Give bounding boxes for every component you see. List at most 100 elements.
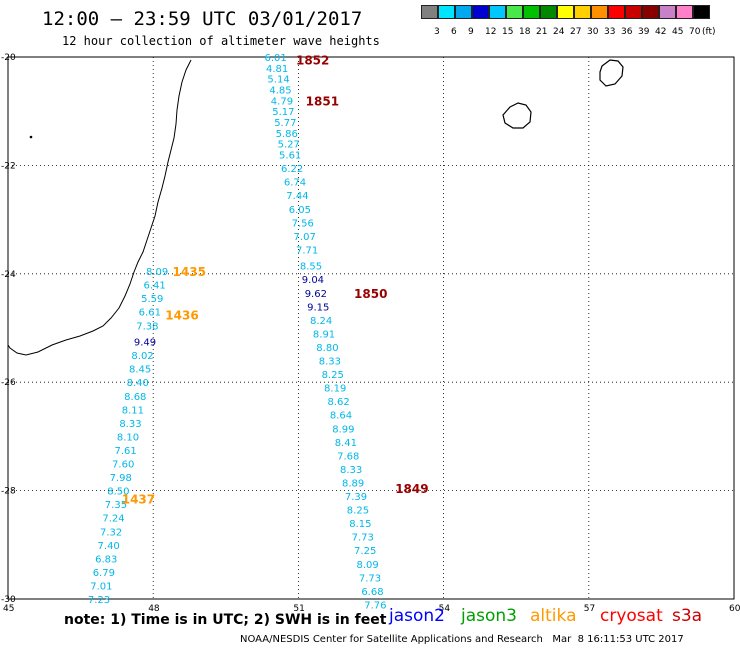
color-swatch: [693, 5, 710, 19]
orbit-number-label: 1850: [354, 287, 387, 301]
color-swatch: [557, 5, 574, 19]
swh-reading-east: 5.61: [279, 151, 301, 162]
swh-reading-east: 5.77: [274, 118, 296, 129]
swh-reading-east: 9.15: [307, 302, 329, 313]
coastline: [7, 59, 624, 356]
swh-reading-west: 8.40: [127, 378, 149, 389]
swh-reading-west: 9.49: [134, 338, 156, 349]
color-scale-label: 6: [451, 27, 457, 37]
swh-reading-east: 6.74: [284, 178, 306, 189]
swh-reading-west: 7.98: [110, 473, 132, 484]
color-scale-label: 70: [689, 27, 701, 37]
swh-reading-east: 8.33: [340, 465, 362, 476]
color-scale-unit: (ft): [702, 27, 716, 37]
color-swatch: [625, 5, 642, 19]
color-swatch: [591, 5, 608, 19]
color-swatch: [608, 5, 625, 19]
swh-reading-west: 8.10: [117, 432, 139, 443]
swh-reading-east: 8.89: [342, 478, 364, 489]
swh-reading-west: 7.35: [105, 500, 127, 511]
altimeter-tracks: 6.014.815.144.854.795.175.775.865.275.61…: [88, 53, 387, 611]
lat-lon-grid: [8, 57, 734, 599]
color-scale-label: 30: [587, 27, 599, 37]
legend-cryosat: cryosat: [600, 606, 663, 626]
color-scale-label: 18: [519, 27, 531, 37]
orbit-number-label: 1849: [395, 482, 428, 496]
swh-reading-east: 7.76: [364, 600, 386, 611]
swh-reading-east: 8.64: [330, 411, 352, 422]
mauritius-island: [599, 59, 624, 87]
swh-reading-east: 8.41: [335, 438, 357, 449]
credit-line: NOAA/NESDIS Center for Satellite Applica…: [240, 634, 684, 645]
swh-reading-west: 7.23: [88, 595, 110, 606]
swh-reading-east: 8.19: [324, 384, 346, 395]
swh-reading-east: 7.07: [294, 232, 316, 243]
color-swatch: [574, 5, 591, 19]
swh-reading-west: 8.11: [122, 405, 144, 416]
swh-reading-east: 6.05: [289, 205, 311, 216]
swh-reading-west: 6.83: [95, 554, 117, 565]
orbit-number-label: 1851: [306, 94, 339, 108]
swh-reading-east: 6.22: [281, 164, 303, 175]
map-title: 12:00 – 23:59 UTC 03/01/2017: [42, 8, 363, 30]
lat-tick-label: -22: [1, 161, 16, 171]
color-swatch: [642, 5, 659, 19]
color-scale-label: 24: [553, 27, 565, 37]
lat-tick-label: -26: [1, 378, 16, 388]
swh-reading-east: 8.99: [332, 424, 354, 435]
swh-reading-east: 8.25: [322, 370, 344, 381]
swh-reading-east: 8.09: [356, 560, 378, 571]
orbit-labels: 1852 1851 1435 1850 1436 1849 1437: [122, 54, 429, 507]
map-frame: [7, 56, 735, 600]
madagascar-coast: [7, 59, 192, 356]
swh-reading-west: 7.38: [136, 321, 158, 332]
swh-reading-west: 5.59: [141, 294, 163, 305]
color-swatch: [489, 5, 506, 19]
color-scale-label: 42: [655, 27, 667, 37]
color-scale-label: 39: [638, 27, 650, 37]
swh-reading-east: 8.55: [300, 262, 322, 273]
lat-tick-label: -28: [1, 487, 16, 497]
swh-reading-west: 6.79: [93, 568, 115, 579]
legend-jason3: jason3: [461, 606, 517, 626]
swh-reading-east: 7.56: [292, 218, 314, 229]
lat-tick-label: -24: [1, 270, 16, 280]
color-swatch: [455, 5, 472, 19]
swh-reading-west: 7.40: [98, 541, 120, 552]
color-swatch: [438, 5, 455, 19]
swh-reading-east: 8.24: [310, 316, 332, 327]
swh-reading-east: 7.44: [286, 191, 308, 202]
orbit-number-label: 1437: [122, 493, 155, 507]
swh-reading-east: 7.71: [296, 245, 318, 256]
color-scale-label: 12: [485, 27, 497, 37]
lon-tick-label: 45: [3, 604, 14, 614]
swh-reading-east: 6.01: [265, 53, 287, 64]
swh-reading-east: 7.73: [359, 573, 381, 584]
swh-reading-east: 4.79: [271, 96, 293, 107]
lon-tick-label: 54: [439, 604, 451, 614]
swh-reading-east: 5.17: [272, 107, 294, 118]
lon-tick-label: 60: [729, 604, 740, 614]
swh-reading-east: 7.39: [345, 492, 367, 503]
legend-altika: altika: [530, 606, 577, 626]
color-scale-label: 45: [672, 27, 684, 37]
swh-reading-east: 8.33: [319, 357, 341, 368]
swh-reading-east: 8.25: [347, 506, 369, 517]
color-swatch: [472, 5, 489, 19]
color-scale-label: 21: [536, 27, 548, 37]
small-island: [29, 135, 33, 139]
lon-tick-label: 51: [293, 604, 304, 614]
color-swatch: [506, 5, 523, 19]
orbit-number-label: 1435: [173, 265, 206, 279]
orbit-number-label: 1852: [296, 54, 329, 68]
color-swatch: [659, 5, 676, 19]
swh-reading-west: 7.61: [114, 446, 136, 457]
reunion-island: [502, 102, 532, 129]
swh-reading-west: 6.61: [139, 308, 161, 319]
color-scale-label: 3: [434, 27, 440, 37]
lon-tick-label: 48: [148, 604, 160, 614]
orbit-number-label: 1436: [165, 308, 198, 322]
swh-reading-west: 7.01: [90, 581, 112, 592]
footer-note: note: 1) Time is in UTC; 2) SWH is in fe…: [64, 612, 387, 628]
